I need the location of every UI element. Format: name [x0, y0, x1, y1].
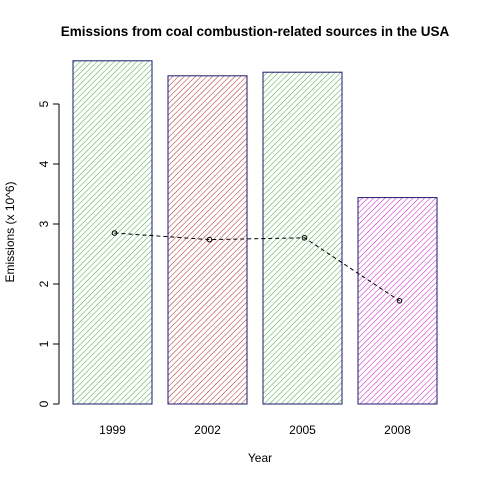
y-tick-label-2: 2 [37, 280, 51, 287]
chart-title: Emissions from coal combustion-related s… [61, 24, 450, 39]
overlay-point-1999 [111, 230, 118, 236]
y-tick-label-3: 3 [37, 220, 51, 227]
y-tick-label-5: 5 [37, 100, 51, 107]
overlay-point-2005 [301, 235, 308, 241]
overlay-point-2002 [206, 236, 213, 243]
overlay-line-series [111, 230, 403, 304]
y-tick-label-1: 1 [37, 340, 51, 347]
x-axis-label: Year [248, 451, 272, 465]
y-tick-label-4: 4 [37, 160, 51, 167]
y-axis: 0 1 2 3 4 5 [37, 100, 60, 407]
x-tick-label-2002: 2002 [194, 423, 221, 437]
bars [72, 60, 438, 405]
overlay-point-2008 [396, 298, 403, 304]
y-axis-label: Emissions (x 10^6) [3, 182, 17, 283]
x-tick-label-2008: 2008 [384, 423, 411, 437]
overlay-line [114, 232, 400, 302]
x-axis: 1999 2002 2005 2008 [99, 423, 411, 437]
x-tick-label-1999: 1999 [99, 423, 126, 437]
y-tick-label-0: 0 [37, 400, 51, 407]
x-tick-label-2005: 2005 [289, 423, 316, 437]
